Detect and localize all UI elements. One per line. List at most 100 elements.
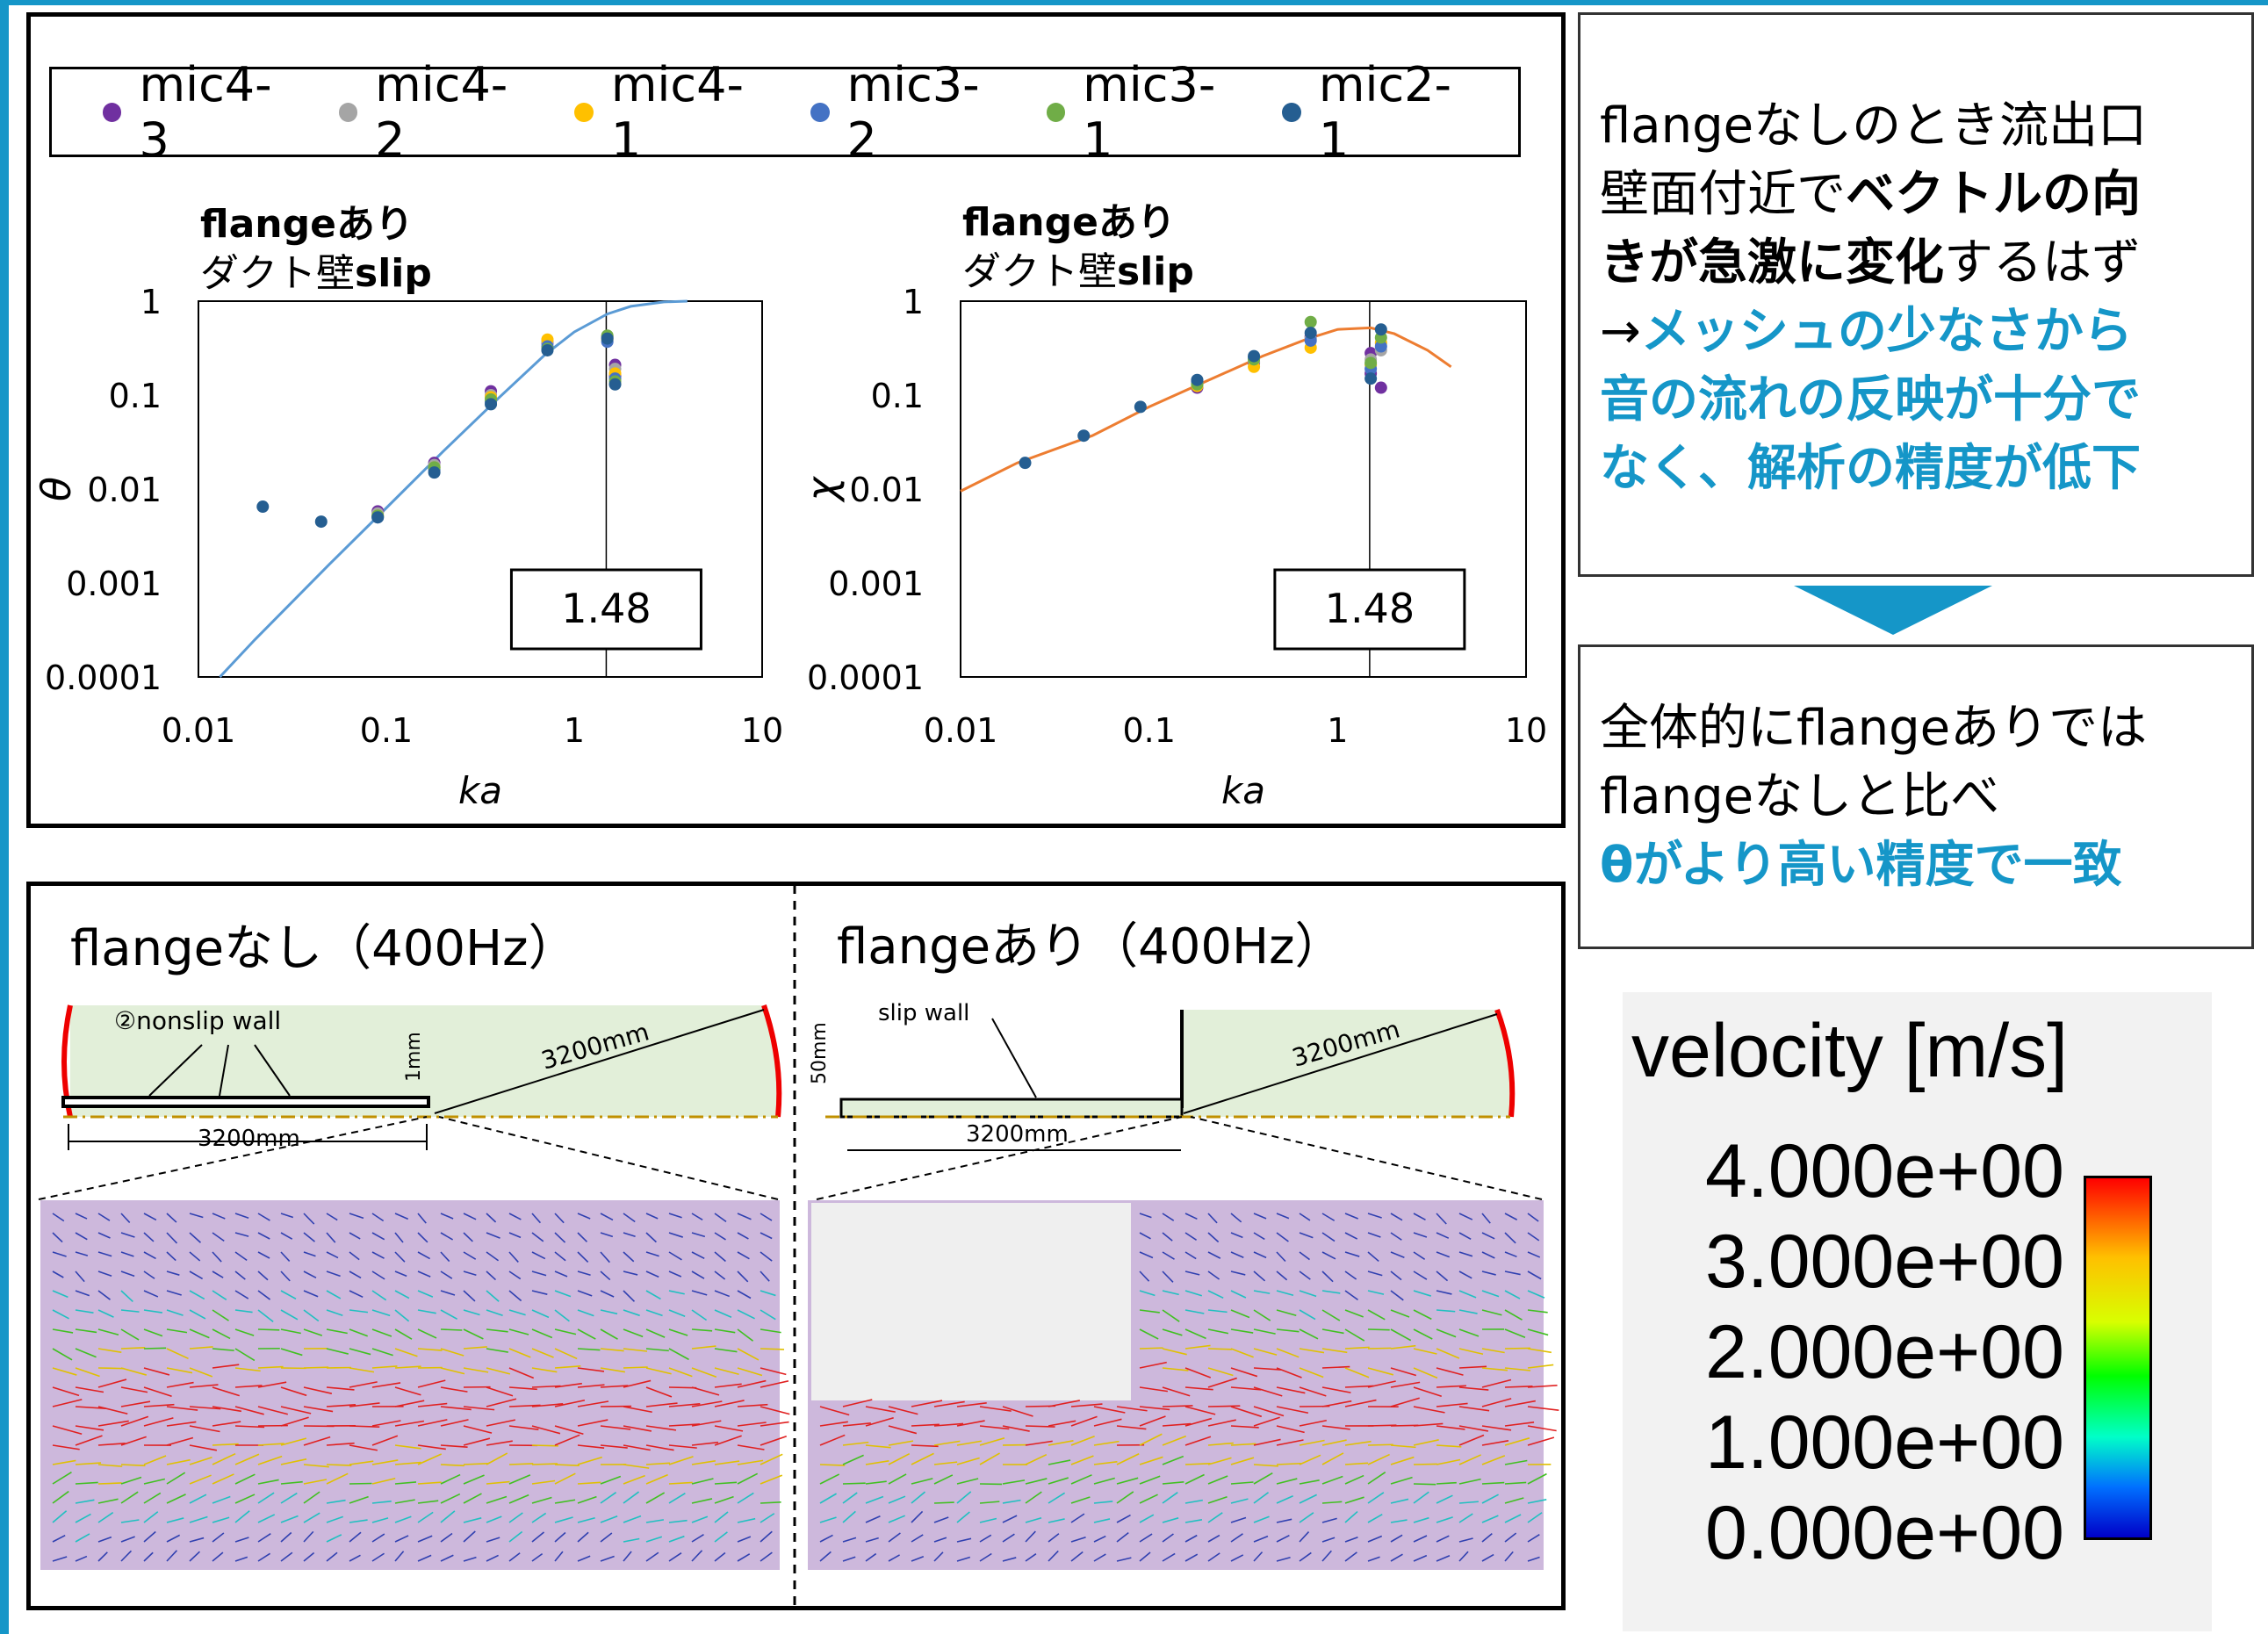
velocity-arrow [1299, 1494, 1317, 1504]
velocity-arrow [166, 1251, 176, 1262]
velocity-arrow [1527, 1232, 1540, 1242]
velocity-arrow [234, 1290, 249, 1299]
velocity-arrow [394, 1499, 415, 1504]
velocity-arrow [143, 1455, 167, 1465]
data-point [371, 511, 385, 524]
velocity-arrow [577, 1555, 591, 1562]
velocity-arrow [189, 1309, 206, 1320]
velocity-arrow [417, 1481, 442, 1485]
velocity-arrow [189, 1328, 210, 1339]
velocity-arrow [600, 1385, 629, 1388]
velocity-arrow [691, 1478, 714, 1485]
velocity-arrow [143, 1367, 170, 1376]
velocity-arrow [52, 1556, 68, 1562]
velocity-arrow [1390, 1344, 1416, 1350]
velocity-arrow [349, 1402, 380, 1407]
velocity-arrow [463, 1437, 491, 1446]
velocity-arrow [326, 1348, 349, 1355]
x-tick-label: 10 [741, 711, 783, 750]
velocity-arrow [1025, 1440, 1053, 1446]
velocity-arrow [600, 1532, 613, 1543]
velocity-arrow [1299, 1512, 1314, 1523]
velocity-arrow [1184, 1519, 1203, 1523]
velocity-arrow [234, 1232, 249, 1237]
velocity-arrow [1504, 1481, 1527, 1485]
velocity-arrow [600, 1555, 615, 1562]
velocity-arrow [212, 1309, 229, 1321]
velocity-arrow [1253, 1290, 1271, 1294]
velocity-arrow [1139, 1533, 1153, 1543]
velocity-arrow [326, 1366, 351, 1369]
velocity-arrow [212, 1473, 234, 1485]
velocity-arrow [189, 1251, 201, 1262]
velocity-arrow [1367, 1380, 1396, 1388]
velocity-arrow [1048, 1518, 1065, 1523]
note-1-text: flangeなしのとき流出口 壁面付近でベクトルの向 きが急激に変化するはず →… [1600, 92, 2251, 503]
velocity-arrow [760, 1380, 789, 1388]
velocity-arrow [1184, 1232, 1198, 1241]
velocity-arrow [554, 1425, 584, 1436]
velocity-arrow [1481, 1232, 1495, 1240]
velocity-arrow [1207, 1213, 1218, 1224]
velocity-arrow [52, 1367, 77, 1376]
arrow-down-icon [1794, 586, 1992, 635]
velocity-arrow [691, 1328, 713, 1332]
velocity-arrow [911, 1452, 934, 1465]
velocity-arrow [714, 1435, 742, 1446]
velocity-arrow [417, 1535, 433, 1543]
velocity-arrow [463, 1517, 482, 1523]
velocity-arrow [349, 1460, 374, 1465]
velocity-arrow [979, 1501, 1000, 1504]
velocity-arrow [440, 1367, 465, 1375]
velocity-arrow [280, 1531, 292, 1543]
velocity-arrow [349, 1251, 360, 1261]
velocity-arrow [97, 1498, 119, 1504]
velocity-arrow [1025, 1491, 1042, 1504]
velocity-arrow [1367, 1535, 1383, 1543]
velocity-arrow [1321, 1328, 1344, 1335]
velocity-arrow [1367, 1213, 1382, 1219]
velocity-arrow [1390, 1553, 1403, 1562]
velocity-arrow [1413, 1491, 1429, 1504]
velocity-arrow [1321, 1270, 1334, 1283]
velocity-arrow [842, 1422, 871, 1427]
velocity-arrow [819, 1473, 840, 1485]
velocity-arrow [1413, 1422, 1444, 1427]
velocity-arrow [1367, 1492, 1385, 1504]
velocity-arrow [1139, 1309, 1160, 1314]
velocity-arrow [554, 1365, 581, 1369]
velocity-arrow [303, 1479, 328, 1485]
y-tick-label: 0.001 [828, 565, 924, 603]
velocity-arrow [888, 1515, 905, 1523]
velocity-arrow [1527, 1270, 1542, 1280]
velocity-arrow [554, 1251, 566, 1262]
velocity-arrow [979, 1425, 1010, 1430]
velocity-arrow [52, 1348, 73, 1361]
velocity-arrow [394, 1400, 425, 1407]
velocity-arrow [1184, 1270, 1200, 1276]
velocity-arrow [1436, 1309, 1456, 1313]
velocity-arrow [1162, 1552, 1176, 1562]
velocity-arrow [349, 1495, 369, 1504]
data-point [1304, 327, 1317, 340]
velocity-arrow [737, 1422, 767, 1427]
velocity-arrow [933, 1537, 947, 1543]
velocity-arrow [1162, 1481, 1184, 1485]
velocity-arrow [668, 1251, 682, 1261]
velocity-arrow [668, 1367, 693, 1378]
velocity-arrow [911, 1478, 933, 1485]
velocity-arrow [97, 1482, 122, 1485]
velocity-arrow [1344, 1440, 1372, 1446]
velocity-arrow [1162, 1270, 1174, 1283]
velocity-arrow [600, 1444, 628, 1449]
velocity-arrow [280, 1551, 293, 1562]
velocity-arrow [623, 1366, 648, 1369]
velocity-arrow [189, 1232, 202, 1243]
velocity-label-1: 1.000e+00 [1705, 1400, 2064, 1485]
velocity-arrow [645, 1473, 668, 1485]
velocity-arrow [1253, 1472, 1273, 1485]
velocity-arrow [819, 1406, 850, 1416]
velocity-arrow [737, 1328, 754, 1342]
velocity-arrow [1367, 1270, 1383, 1277]
velocity-arrow [463, 1290, 476, 1302]
